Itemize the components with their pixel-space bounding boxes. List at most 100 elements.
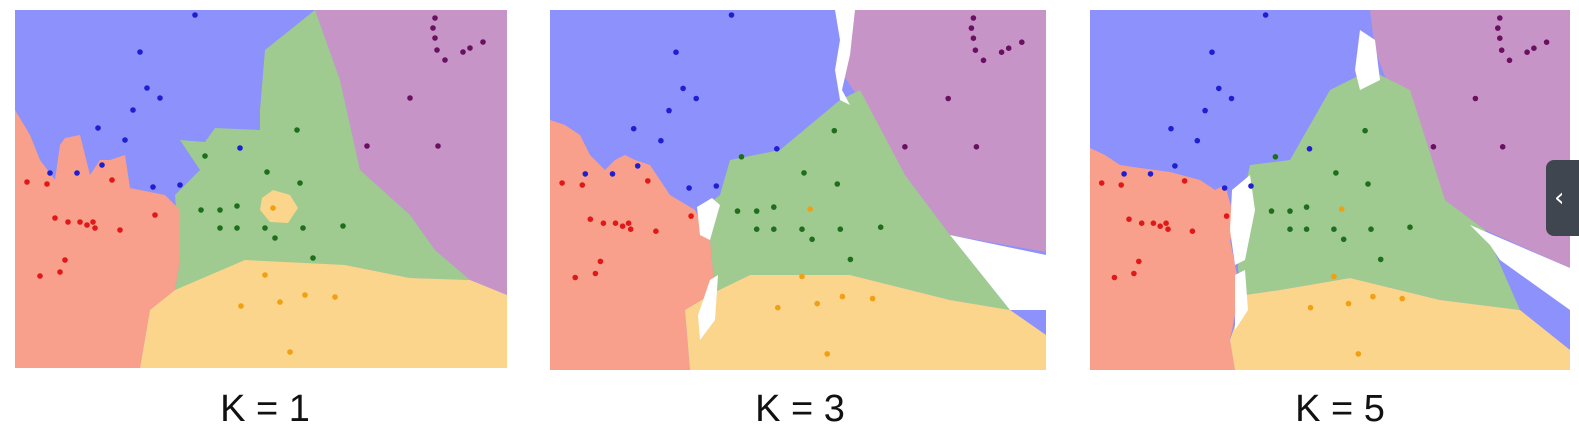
blue-point	[144, 85, 150, 91]
red-point	[1118, 182, 1124, 188]
data-points-k1	[24, 12, 486, 355]
region-purple	[1370, 10, 1570, 268]
green-point	[1268, 208, 1275, 214]
green-point	[234, 225, 240, 231]
red-point	[559, 180, 565, 186]
purple-point	[1498, 47, 1505, 53]
red-point	[92, 225, 98, 231]
purple-point	[972, 47, 979, 53]
green-point	[198, 207, 204, 213]
green-point	[738, 154, 745, 160]
k-label: K = 5	[1295, 388, 1385, 430]
region-green	[700, 90, 1010, 310]
region-red	[1090, 148, 1240, 370]
purple-point	[1531, 45, 1537, 51]
blue-point	[634, 163, 641, 169]
green-point	[310, 255, 316, 261]
purple-point	[1543, 39, 1550, 45]
orange-point	[262, 272, 268, 278]
red-point	[587, 216, 594, 222]
orange-point	[799, 273, 805, 280]
purple-point	[432, 15, 438, 21]
region-orange	[1230, 278, 1570, 370]
blue-point	[130, 107, 136, 113]
white-gap	[835, 10, 855, 105]
green-point	[847, 256, 854, 263]
red-point	[1181, 178, 1188, 184]
chevron-left-icon: ‹	[1554, 183, 1565, 213]
orange-point	[814, 300, 820, 307]
red-point	[37, 273, 43, 279]
purple-point	[973, 144, 980, 150]
red-point	[117, 227, 123, 233]
red-point	[1150, 220, 1157, 226]
white-gap	[1470, 225, 1570, 310]
region-orange	[685, 275, 1046, 370]
green-point	[1362, 127, 1368, 134]
blue-point	[1172, 163, 1178, 169]
blue-point	[666, 107, 672, 114]
blue-point	[1248, 183, 1254, 189]
orange-point	[270, 205, 276, 211]
region-green	[175, 10, 470, 290]
red-point	[109, 177, 115, 183]
white-gap	[1230, 175, 1255, 265]
orange-point	[824, 351, 830, 357]
purple-point	[970, 15, 977, 21]
purple-point	[998, 49, 1005, 55]
red-point	[592, 270, 599, 277]
purple-point	[460, 49, 466, 55]
side-panel-toggle[interactable]: ‹	[1546, 160, 1579, 236]
region-orange	[140, 260, 507, 368]
region-red	[550, 120, 715, 370]
blue-point	[774, 146, 780, 152]
orange-point	[277, 299, 283, 305]
region-red	[15, 110, 180, 368]
blue-point	[728, 12, 735, 18]
red-point	[688, 213, 694, 219]
orange-point	[1331, 273, 1337, 280]
green-point	[272, 235, 278, 241]
green-point	[734, 208, 741, 214]
red-point	[579, 182, 586, 188]
green-point	[831, 127, 838, 134]
red-point	[90, 219, 96, 225]
red-point	[600, 220, 607, 226]
red-point	[1138, 220, 1145, 226]
green-point	[837, 226, 844, 232]
blue-point	[177, 182, 183, 188]
data-points-k3	[559, 12, 1025, 357]
green-point	[1377, 256, 1384, 263]
white-gap	[950, 235, 1046, 310]
blue-point	[122, 137, 128, 143]
blue-point	[713, 183, 720, 189]
green-point	[1365, 181, 1371, 187]
blue-point	[150, 184, 156, 190]
region-green	[1238, 70, 1520, 310]
green-point	[202, 153, 208, 159]
decision-boundary-plot-k5	[1090, 10, 1570, 370]
green-point	[1287, 226, 1293, 232]
orange-point	[1345, 300, 1352, 307]
orange-point	[807, 206, 813, 212]
white-gap	[697, 198, 720, 240]
blue-point	[680, 85, 686, 92]
red-point	[619, 223, 626, 229]
red-point	[1126, 216, 1132, 222]
green-point	[234, 203, 240, 209]
blue-point	[658, 137, 664, 144]
purple-point	[968, 25, 975, 31]
purple-point	[1019, 39, 1025, 45]
green-point	[834, 181, 841, 187]
green-point	[297, 180, 303, 186]
red-point	[44, 181, 50, 187]
purple-point	[1499, 144, 1506, 150]
purple-point	[467, 45, 473, 51]
knn-panel-k1: K = 1	[15, 0, 515, 445]
blue-point	[1216, 85, 1222, 92]
purple-point	[1472, 95, 1479, 102]
red-point	[1131, 270, 1137, 277]
red-point	[52, 215, 58, 221]
orange-point	[1355, 351, 1362, 357]
purple-point	[430, 25, 436, 31]
